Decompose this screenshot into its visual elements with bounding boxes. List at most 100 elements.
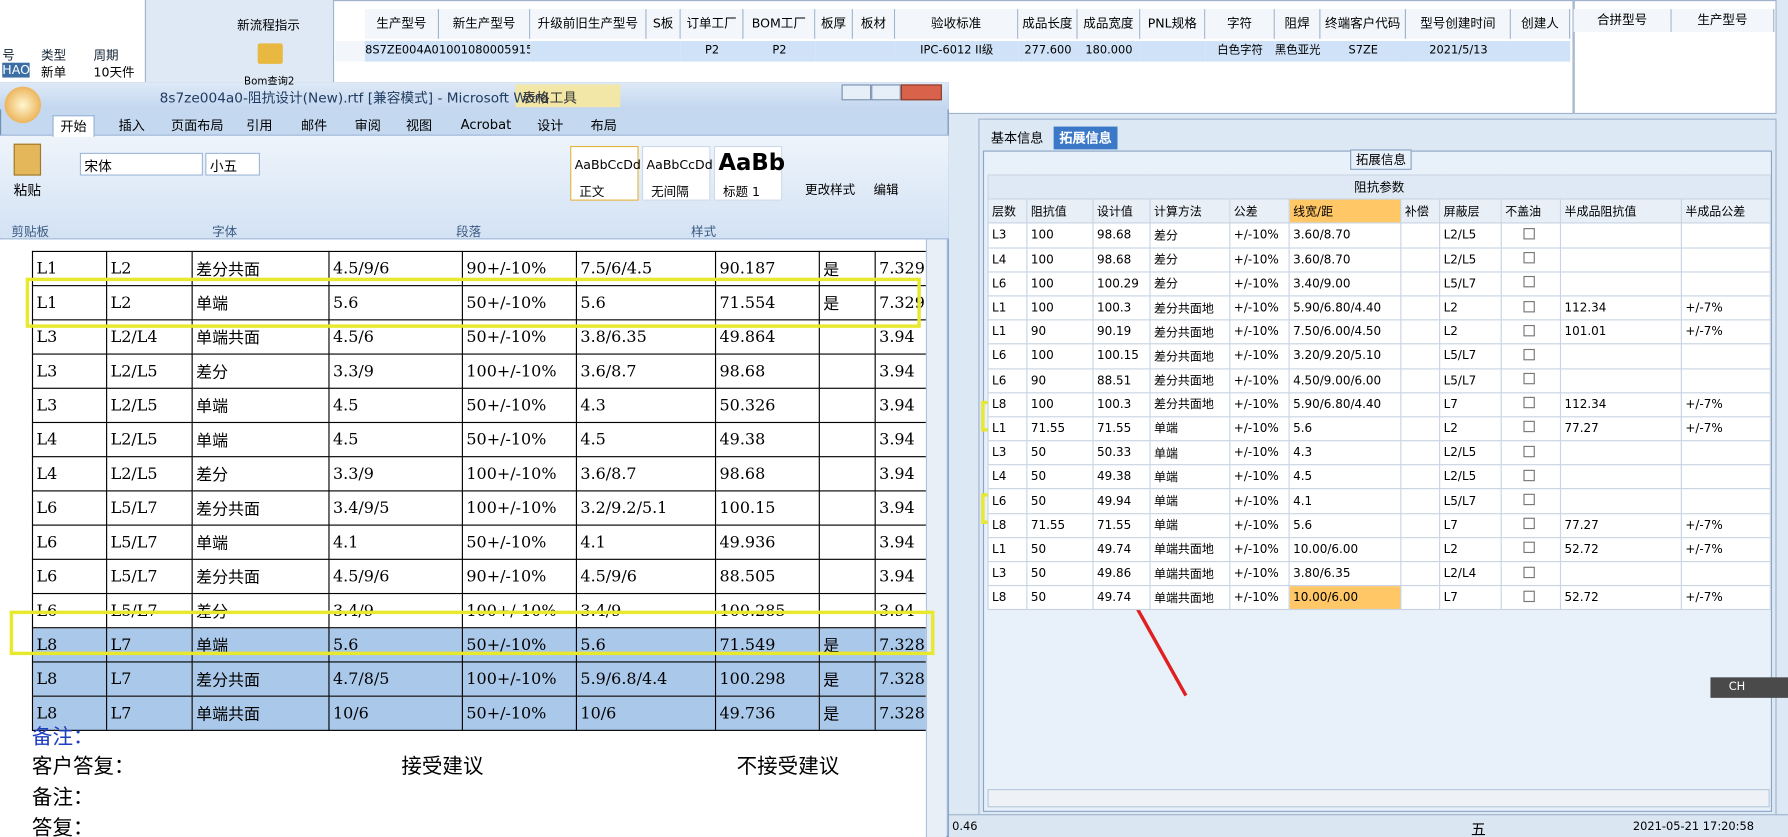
table-cell: L6	[987, 343, 1028, 369]
table-cell: 100+/-10%	[461, 353, 577, 389]
table-cell: L2/L5	[1439, 246, 1502, 273]
minimize-button[interactable]	[841, 84, 872, 101]
table-cell: 4.5	[328, 387, 463, 424]
table-row: L6 L5/L7 单端 4.1 50+/-10% 4.1 49.936 3.94	[31, 524, 926, 560]
checkbox[interactable]	[1523, 276, 1535, 288]
style-box[interactable]	[641, 145, 711, 201]
ribbon-tab[interactable]: 插入	[118, 117, 145, 134]
ribbon-tab[interactable]: 引用	[246, 117, 273, 134]
checkbox[interactable]	[1523, 300, 1535, 312]
table-cell: L7	[1439, 391, 1502, 418]
table-cell: 50.33	[1092, 440, 1151, 466]
table-cell: L6	[31, 558, 108, 595]
style-box[interactable]	[713, 145, 783, 201]
table-cell: 50+/-10%	[461, 421, 577, 458]
style-box[interactable]	[570, 145, 639, 201]
word-table: L1 L2 差分共面 4.5/9/6 90+/-10% 7.5/6/4.5 90.187 是 7…	[31, 250, 926, 731]
checkbox[interactable]	[1523, 421, 1535, 433]
font-size[interactable]: 小五	[209, 158, 238, 175]
close-button[interactable]	[900, 84, 942, 101]
table-row: L6 L5/L7 差分共面 3.4/9/5 100+/-10% 3.2/9.2/5.1 10…	[31, 490, 926, 526]
table-cell: 是	[818, 627, 876, 663]
table-cell: L8	[987, 585, 1028, 611]
checkbox[interactable]	[1523, 252, 1535, 264]
table-cell: 10.00/6.00	[1288, 585, 1402, 611]
table-cell: 49.38	[714, 421, 820, 458]
table-cell: 差分共面地	[1149, 391, 1231, 418]
checkbox[interactable]	[1523, 517, 1535, 530]
table-cell: 100	[1026, 391, 1094, 418]
checkbox[interactable]	[1523, 493, 1535, 506]
table-cell	[1400, 440, 1441, 466]
ribbon-tab[interactable]: 设计	[537, 117, 564, 134]
table-cell: L5/L7	[106, 490, 193, 526]
checkbox[interactable]	[1523, 445, 1535, 457]
table-cell: 3.94	[874, 558, 926, 595]
table-cell: 100	[1026, 222, 1094, 249]
column-header: 号	[2, 47, 15, 63]
checkbox[interactable]	[1523, 372, 1535, 385]
table-row: L3 50 49.86 单端共面地 +/-10% 3.80/6.35 L2/L4	[987, 561, 1772, 587]
column-header: 验收标准	[895, 9, 1019, 39]
font-name[interactable]: 宋体	[84, 158, 112, 175]
v-scrollbar	[925, 239, 947, 837]
cell	[1510, 41, 1571, 62]
ribbon-tab[interactable]: Acrobat	[460, 116, 512, 133]
table-cell	[1680, 271, 1772, 297]
checkbox[interactable]	[1523, 590, 1535, 602]
panel-tab[interactable]: 基本信息	[990, 129, 1044, 146]
column-header: 成品宽度	[1077, 9, 1141, 39]
table-cell	[1500, 512, 1562, 539]
cell: 黑色亚光	[1274, 41, 1321, 62]
table-cell	[1400, 464, 1441, 490]
paste-button[interactable]: 粘贴	[13, 182, 42, 199]
table-cell: 50	[1026, 561, 1094, 587]
table-cell: 差分共面	[191, 558, 330, 595]
table-cell	[1559, 367, 1682, 394]
change-styles[interactable]: 更改样式	[805, 182, 856, 198]
checkbox[interactable]	[1523, 566, 1535, 578]
panel-tab[interactable]: 拓展信息	[1053, 126, 1118, 150]
ribbon-tab[interactable]: 页面布局	[171, 117, 224, 134]
ribbon-tab[interactable]: 布局	[590, 117, 617, 134]
paste-icon	[13, 143, 42, 176]
table-cell: L5/L7	[1439, 488, 1502, 514]
table-cell: 3.20/9.20/5.10	[1288, 343, 1402, 369]
table-cell: 5.9/6.8/4.4	[575, 661, 717, 697]
checkbox[interactable]	[1523, 324, 1535, 337]
table-cell: 4.7/8/5	[328, 661, 463, 697]
ribbon-tab[interactable]: 开始	[52, 115, 95, 137]
table-cell: +/-10%	[1229, 416, 1290, 442]
table-cell: 100.298	[714, 661, 820, 697]
column-header: BOM工厂	[743, 9, 816, 39]
maximize-button[interactable]	[871, 84, 901, 101]
checkbox[interactable]	[1523, 228, 1535, 240]
table-cell: 49.74	[1092, 536, 1151, 563]
font-box	[79, 152, 203, 176]
ribbon-tab[interactable]: 邮件	[301, 117, 328, 134]
checkbox[interactable]	[1523, 542, 1535, 554]
toolbar-button[interactable]: Bom查询2	[244, 76, 295, 88]
table-cell: 3.40/9.00	[1288, 271, 1402, 297]
checkbox[interactable]	[1523, 397, 1535, 409]
table-cell: +/-7%	[1680, 512, 1772, 539]
table-cell: +/-10%	[1229, 343, 1290, 369]
ribbon-tab[interactable]: 审阅	[354, 117, 381, 134]
table-cell: 49.74	[1092, 585, 1151, 611]
edit-button[interactable]: 编辑	[873, 182, 899, 198]
table-cell: L1	[987, 295, 1028, 321]
ribbon-tab[interactable]: 视图	[405, 117, 433, 134]
header-row: 层数 阻抗值 设计值 计算方法 公差 线宽/距 补偿 屏蔽层 不盖油 半成品阻抗值 半成品公差	[987, 198, 1772, 224]
column-header: 订单工厂	[680, 9, 744, 39]
office-button[interactable]	[4, 86, 42, 124]
table-cell	[1500, 319, 1562, 345]
toolbar-button[interactable]: 新流程指示	[237, 18, 300, 34]
table-cell: L8	[987, 391, 1028, 418]
table-cell: L8	[31, 661, 108, 697]
table-cell	[1500, 440, 1562, 466]
table-cell	[818, 456, 876, 492]
checkbox[interactable]	[1523, 348, 1535, 361]
table-cell: 差分共面地	[1149, 367, 1231, 394]
checkbox[interactable]	[1523, 469, 1535, 482]
table-cell: L5/L7	[1439, 367, 1502, 394]
